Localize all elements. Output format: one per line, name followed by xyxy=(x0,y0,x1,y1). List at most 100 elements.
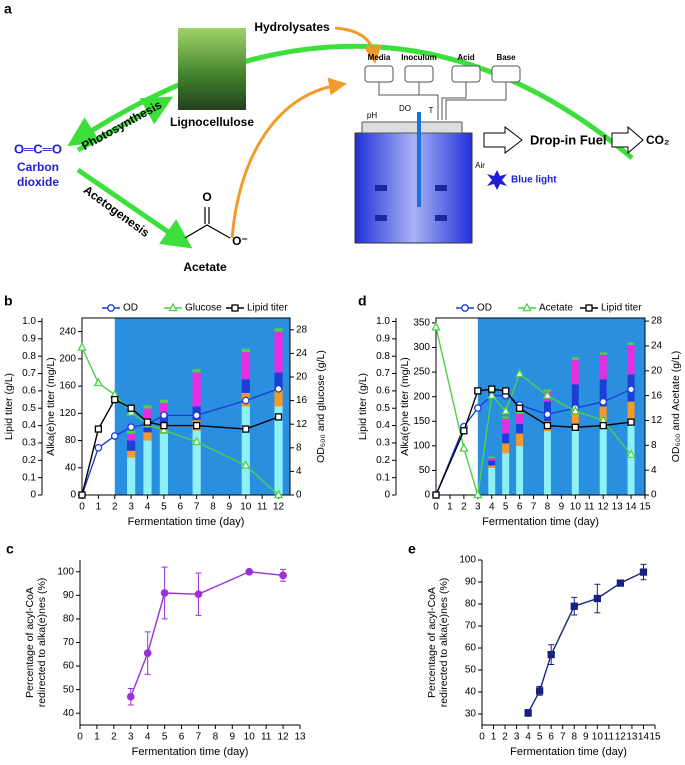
y-axis-title: Alka(e)ne titer (mg/L) xyxy=(399,357,411,456)
marker xyxy=(143,649,152,657)
y-tick-label: 50 xyxy=(63,684,75,695)
x-tick-label: 12 xyxy=(273,502,285,513)
x-tick-label: 2 xyxy=(461,502,467,513)
x-tick-label: 8 xyxy=(545,502,551,513)
legend-label: Glucose xyxy=(185,303,222,314)
label: Carbon xyxy=(17,160,59,174)
bottle xyxy=(491,65,521,83)
legend-marker xyxy=(107,304,115,312)
impeller xyxy=(375,185,387,191)
bottle xyxy=(404,65,434,83)
block-arrow xyxy=(611,125,644,155)
marker xyxy=(599,421,607,430)
y-axis-title: Lipid titer (g/L) xyxy=(3,373,15,440)
x-tick-label: 6 xyxy=(517,502,523,513)
y-tick-label: 90 xyxy=(63,590,75,601)
y-tick-label: 0.4 xyxy=(22,420,36,431)
x-tick-label: 13 xyxy=(626,732,638,743)
marker xyxy=(536,687,544,695)
marker xyxy=(94,425,103,433)
bar-segment xyxy=(599,379,607,407)
label: Base xyxy=(496,53,516,62)
y-tick-label: 28 xyxy=(651,316,663,327)
marker xyxy=(241,460,251,469)
bar-segment xyxy=(274,389,283,407)
x-tick-label: 8 xyxy=(210,502,216,513)
bar-segment xyxy=(627,421,635,495)
marker xyxy=(93,377,104,387)
marker xyxy=(160,589,169,597)
marker xyxy=(279,571,287,580)
bar-segment xyxy=(127,457,136,495)
y-tick-label: 20 xyxy=(296,372,308,383)
panel-label: c xyxy=(6,541,14,557)
y-axis-title: OD₆₀₀ and glucose (g/L) xyxy=(315,350,327,463)
y-tick-label: 0 xyxy=(651,490,657,501)
y-tick-label: 90 xyxy=(465,577,477,588)
y-tick-label: 0.9 xyxy=(376,333,390,344)
y-axis-title: Percentage of acyl-CoA xyxy=(24,587,36,698)
marker xyxy=(241,396,250,405)
marker xyxy=(432,491,440,499)
bar-segment xyxy=(599,354,607,380)
bar-segment xyxy=(241,379,250,393)
bar-segment xyxy=(543,431,551,495)
shaft xyxy=(417,112,421,207)
legend-marker xyxy=(461,304,469,312)
y-tick-label: 0.4 xyxy=(376,420,390,431)
x-tick-label: 3 xyxy=(475,502,481,513)
x-tick-label: 3 xyxy=(128,732,134,743)
marker xyxy=(502,387,510,395)
bar-segment xyxy=(502,416,510,419)
x-tick-label: 8 xyxy=(571,732,577,743)
marker xyxy=(159,424,169,434)
x-tick-label: 7 xyxy=(531,502,537,513)
x-tick-label: 0 xyxy=(79,502,85,513)
reactor-lid xyxy=(361,121,463,134)
panel-label: b xyxy=(4,293,13,309)
x-tick-label: 6 xyxy=(177,502,183,513)
series-line xyxy=(130,571,284,697)
y-tick-label: 0 xyxy=(296,490,302,501)
y-tick-label: 0.2 xyxy=(376,455,390,466)
y-tick-label: 24 xyxy=(651,341,663,352)
bar-segment xyxy=(502,443,510,454)
x-tick-label: 4 xyxy=(489,502,495,513)
y-tick-label: 0.3 xyxy=(376,438,390,449)
bar-segment xyxy=(143,405,152,409)
diagram: a Hydrolysates Photosynthesis Lignocellu… xyxy=(4,1,669,274)
x-tick-label: 7 xyxy=(194,502,200,513)
y-tick-label: 40 xyxy=(63,708,75,719)
x-tick-label: 0 xyxy=(433,502,439,513)
bar-segment xyxy=(488,456,496,459)
x-tick-label: 2 xyxy=(502,732,508,743)
label: Media xyxy=(368,53,391,62)
y-tick-label: 0.8 xyxy=(22,351,36,362)
bottle xyxy=(451,65,481,83)
y-tick-label: 28 xyxy=(296,324,308,335)
marker xyxy=(627,418,635,426)
tubing xyxy=(378,82,507,120)
y-tick-label: 12 xyxy=(651,415,663,426)
legend-label: Lipid titer xyxy=(601,303,642,314)
label: Acetate xyxy=(183,260,227,274)
forest-photo xyxy=(178,28,246,110)
legend-label: OD xyxy=(123,303,138,314)
y-tick-label: 0.2 xyxy=(22,455,36,466)
y-tick-label: 240 xyxy=(59,326,76,337)
marker xyxy=(192,411,201,420)
marker xyxy=(515,404,524,412)
y-tick-label: 300 xyxy=(413,342,430,353)
y-tick-label: 80 xyxy=(63,614,75,625)
marker xyxy=(459,443,469,452)
bar-segment xyxy=(241,406,250,495)
marker xyxy=(160,421,168,430)
y-tick-label: 250 xyxy=(413,367,430,378)
legend-marker xyxy=(168,302,178,312)
bar-segment xyxy=(159,399,168,404)
bar-segment xyxy=(627,401,635,422)
marker xyxy=(543,410,552,419)
marker xyxy=(599,397,608,406)
y-tick-label: 1.0 xyxy=(376,316,390,327)
